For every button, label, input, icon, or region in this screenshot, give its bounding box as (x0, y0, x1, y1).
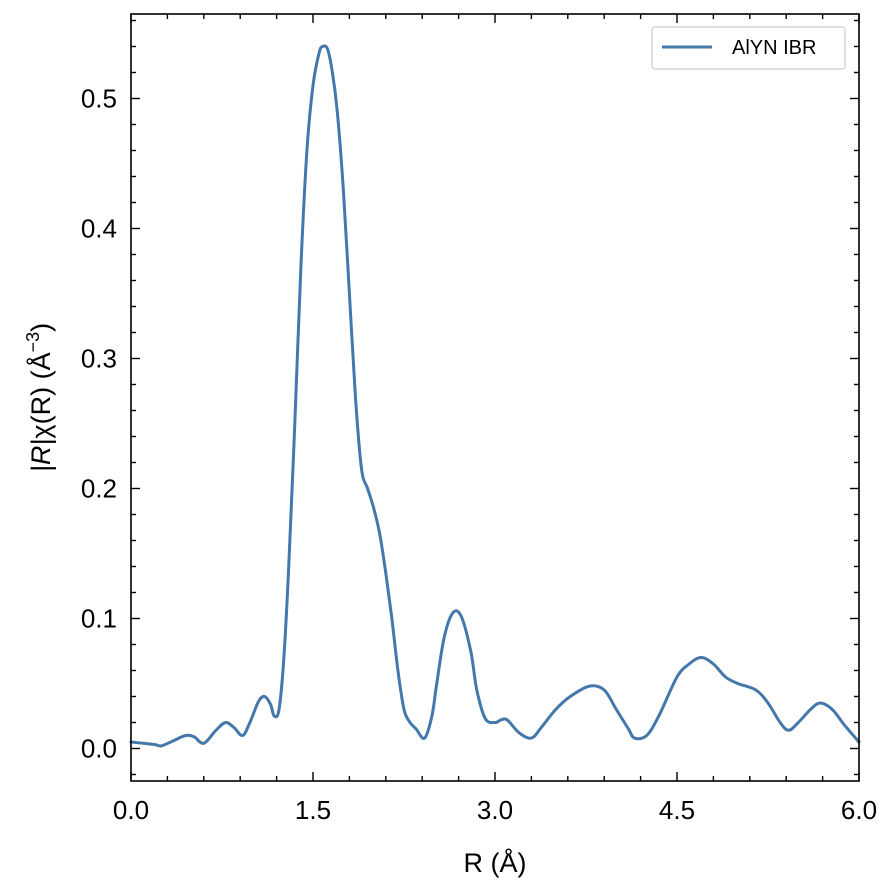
y-axis-title-close: ) (26, 323, 56, 332)
legend-box (651, 26, 846, 70)
y-axis-title-chi: χ(R) (Å (25, 352, 56, 438)
plot-frame (130, 13, 860, 782)
y-tick-label: 0.4 (81, 214, 117, 244)
y-tick-label: 0.3 (81, 344, 117, 374)
x-axis-title: R (Å) (464, 847, 527, 878)
x-tick-labels: 0.0 1.5 3.0 4.5 6.0 (113, 795, 877, 825)
y-tick-labels: 0.0 0.1 0.2 0.3 0.4 0.5 (81, 84, 117, 764)
x-tick-label: 6.0 (841, 795, 877, 825)
x-tick-label: 3.0 (477, 795, 513, 825)
y-tick-label: 0.2 (81, 474, 117, 504)
legend: AlYN IBR (651, 26, 846, 70)
x-tick-label: 1.5 (295, 795, 331, 825)
series-line (129, 44, 861, 748)
series-layer (129, 44, 861, 748)
y-tick-label: 0.5 (81, 84, 117, 114)
tick-marks (130, 14, 860, 781)
y-tick-label: 0.1 (81, 604, 117, 634)
y-axis-title: |R|χ(R) (Å−3) (23, 323, 56, 472)
x-tick-label: 0.0 (113, 795, 149, 825)
x-tick-label: 4.5 (659, 795, 695, 825)
y-axis-title-exp: −3 (23, 332, 43, 353)
legend-label: AlYN IBR (732, 37, 816, 59)
y-axis-title-abs: |R| (26, 439, 56, 473)
y-tick-label: 0.0 (81, 734, 117, 764)
